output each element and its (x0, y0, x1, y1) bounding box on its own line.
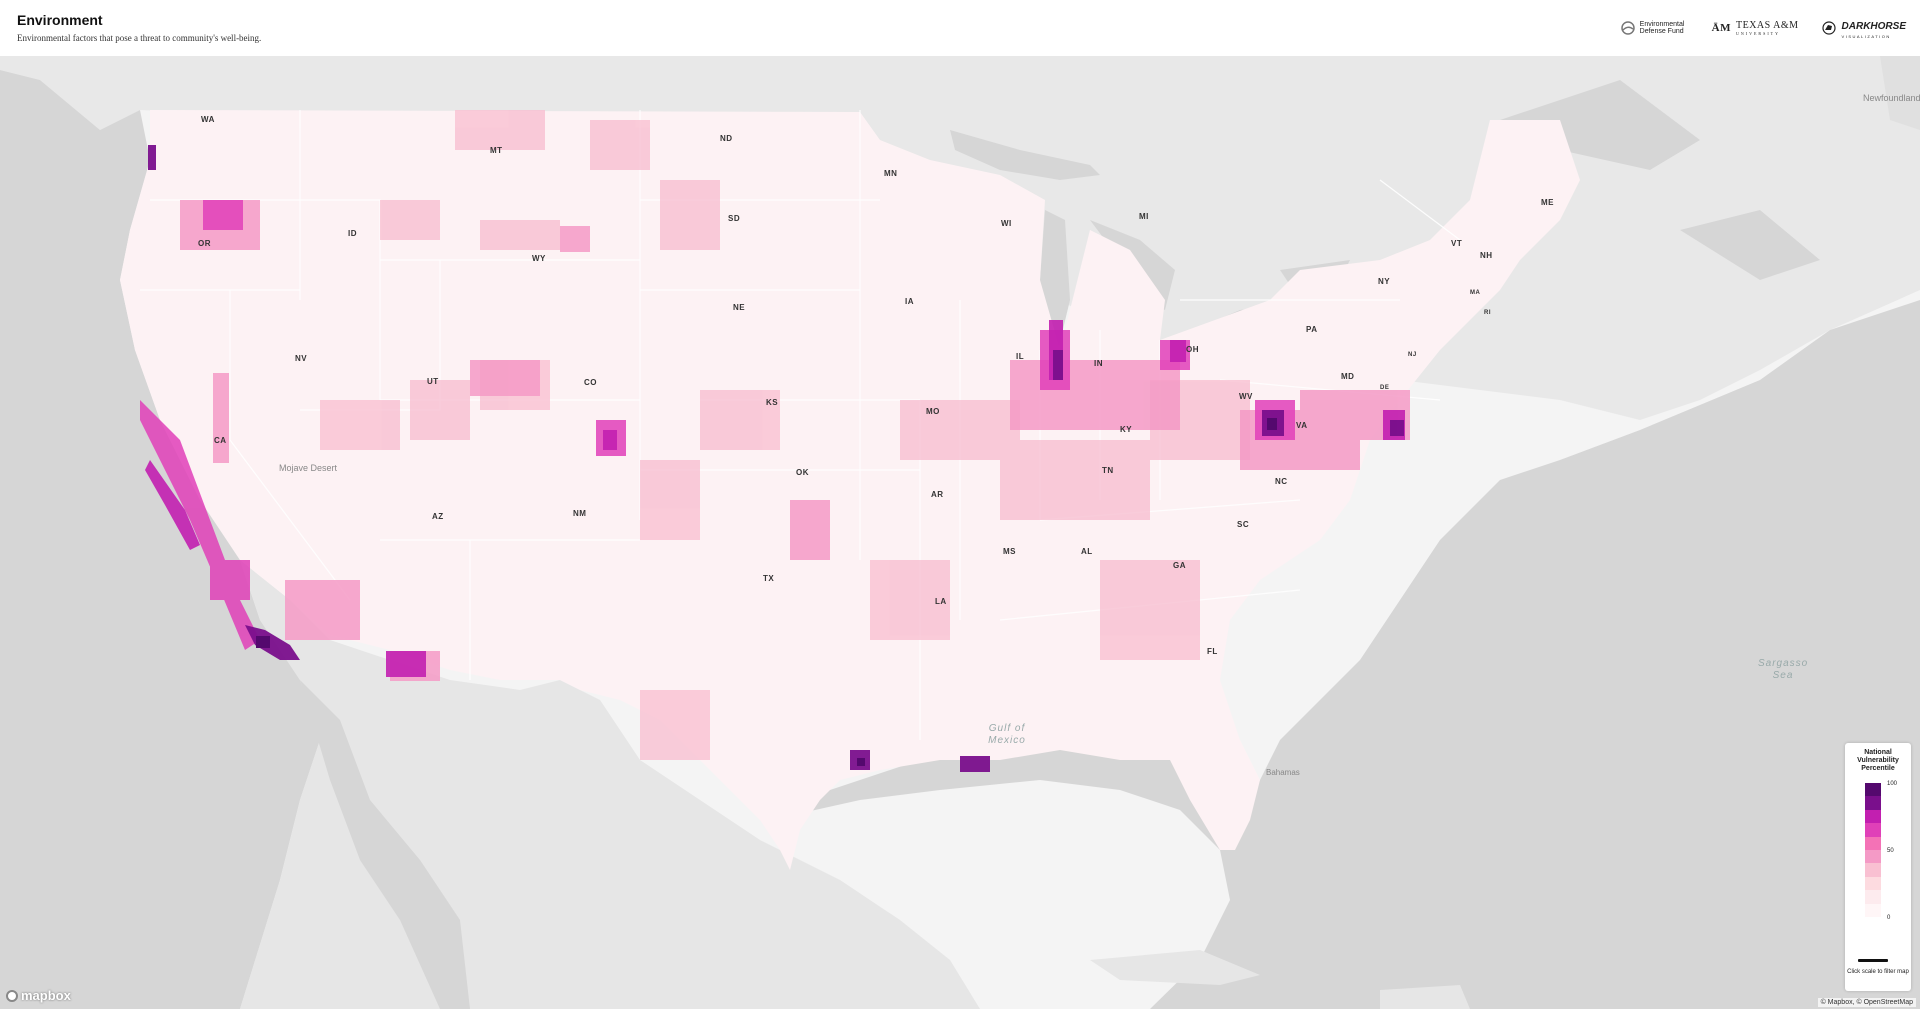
legend-swatch[interactable] (1865, 836, 1881, 851)
state-label-la: LA (935, 597, 947, 606)
legend-swatch[interactable] (1865, 850, 1881, 864)
legend-filter-handle[interactable] (1858, 959, 1888, 962)
edf-logo-text: Environmental Defense Fund (1639, 20, 1685, 35)
state-label-mo: MO (926, 407, 940, 416)
state-label-oh: OH (1186, 345, 1199, 354)
legend-swatch[interactable] (1865, 876, 1881, 891)
map-canvas[interactable]: WA OR CA NV ID MT WY UT AZ CO NM ND SD N… (0, 56, 1920, 1009)
state-label-nc: NC (1275, 477, 1288, 486)
state-label-co: CO (584, 378, 597, 387)
state-label-ar: AR (931, 490, 944, 499)
state-label-mn: MN (884, 169, 898, 178)
vulnerability-legend[interactable]: National Vulnerability Percentile 100 50… (1845, 743, 1911, 991)
state-label-ne: NE (733, 303, 746, 312)
state-label-tx: TX (763, 574, 775, 583)
mapbox-logo-text: mapbox (21, 988, 71, 1003)
edf-logo-icon (1620, 20, 1635, 35)
state-label-me: ME (1541, 198, 1554, 207)
header: Environment Environmental factors that p… (0, 0, 1920, 56)
legend-swatch[interactable] (1865, 863, 1881, 878)
state-label-nv: NV (295, 354, 308, 363)
state-label-il: IL (1016, 352, 1025, 361)
state-label-wa: WA (201, 115, 215, 124)
mapbox-logo[interactable]: mapbox (6, 988, 71, 1003)
state-label-fl: FL (1207, 647, 1218, 656)
state-label-tn: TN (1102, 466, 1114, 475)
tamu-icon: ĀM (1711, 21, 1731, 34)
legend-swatch[interactable] (1865, 809, 1881, 824)
water-label-sargasso-sea: Sargasso Sea (1758, 658, 1809, 681)
state-label-ms: MS (1003, 547, 1016, 556)
state-label-pa: PA (1306, 325, 1318, 334)
logo-bar: Environmental Defense Fund ĀM TEXAS A&M U… (1620, 16, 1906, 39)
state-label-sd: SD (728, 214, 741, 223)
state-label-wy: WY (532, 254, 546, 263)
mapbox-logo-icon (6, 989, 18, 1002)
state-label-or: OR (198, 239, 211, 248)
map-base (0, 56, 1920, 1009)
state-label-ok: OK (796, 468, 809, 477)
state-label-nh: NH (1480, 251, 1493, 260)
water-label-gulf-of-mexico: Gulf of Mexico (988, 723, 1026, 746)
place-label-bahamas: Bahamas (1266, 768, 1300, 777)
state-label-ia: IA (905, 297, 914, 306)
horse-icon (1821, 20, 1836, 35)
state-label-ks: KS (766, 398, 779, 407)
place-label-newfoundland: Newfoundland (1863, 93, 1920, 103)
lake-superior (950, 130, 1100, 180)
state-label-in: IN (1094, 359, 1103, 368)
state-label-ri: RI (1484, 310, 1491, 316)
state-label-id: ID (348, 229, 357, 238)
state-label-al: AL (1081, 547, 1093, 556)
legend-swatch[interactable] (1865, 823, 1881, 838)
legend-note: Click scale to filter map (1847, 969, 1909, 975)
state-label-nd: ND (720, 134, 733, 143)
page-subtitle: Environmental factors that pose a threat… (17, 33, 262, 43)
state-label-md: MD (1341, 372, 1355, 381)
state-label-va: VA (1296, 421, 1308, 430)
darkhorse-logo-text: DARKHORSE (1841, 21, 1906, 32)
tamu-logo[interactable]: ĀM TEXAS A&M UNIVERSITY (1712, 20, 1799, 36)
state-label-ca: CA (214, 436, 227, 445)
legend-tick-0: 0 (1887, 915, 1891, 921)
map-attribution[interactable]: © Mapbox, © OpenStreetMap (1817, 998, 1916, 1007)
darkhorse-logo-text-wrap: DARKHORSE VISUALIZATION (1842, 16, 1906, 39)
vulnerability-overlay (140, 110, 1410, 772)
state-label-sc: SC (1237, 520, 1250, 529)
legend-title: National Vulnerability Percentile (1857, 749, 1899, 772)
state-label-wi: WI (1001, 219, 1012, 228)
tamu-logo-text: TEXAS A&M (1735, 19, 1799, 31)
state-label-ky: KY (1120, 425, 1133, 434)
state-label-mt: MT (490, 146, 503, 155)
state-label-ut: UT (427, 377, 439, 386)
legend-swatch[interactable] (1865, 796, 1881, 811)
darkhorse-logo-subtext: VISUALIZATION (1841, 34, 1891, 39)
state-label-de: DE (1380, 385, 1390, 391)
state-label-nm: NM (573, 509, 587, 518)
darkhorse-logo[interactable]: DARKHORSE VISUALIZATION (1821, 16, 1906, 39)
state-label-vt: VT (1451, 239, 1463, 248)
legend-swatch[interactable] (1865, 890, 1881, 905)
state-label-mi: MI (1139, 212, 1149, 221)
legend-tick-50: 50 (1887, 848, 1894, 854)
legend-swatch[interactable] (1865, 783, 1881, 797)
page-title: Environment (17, 12, 103, 28)
state-label-ny: NY (1378, 277, 1391, 286)
state-label-ma: MA (1470, 290, 1481, 296)
state-label-az: AZ (432, 512, 444, 521)
usa-landmass (120, 110, 1580, 870)
state-label-wv: WV (1239, 392, 1253, 401)
place-label-mojave-desert: Mojave Desert (279, 463, 338, 473)
state-label-nj: NJ (1408, 352, 1417, 358)
edf-logo[interactable]: Environmental Defense Fund (1620, 20, 1690, 35)
state-label-ga: GA (1173, 561, 1186, 570)
legend-tick-100: 100 (1887, 781, 1898, 787)
legend-swatch[interactable] (1865, 903, 1881, 918)
tamu-logo-text-wrap: TEXAS A&M UNIVERSITY (1736, 20, 1799, 36)
tamu-logo-subtext: UNIVERSITY (1735, 30, 1780, 36)
